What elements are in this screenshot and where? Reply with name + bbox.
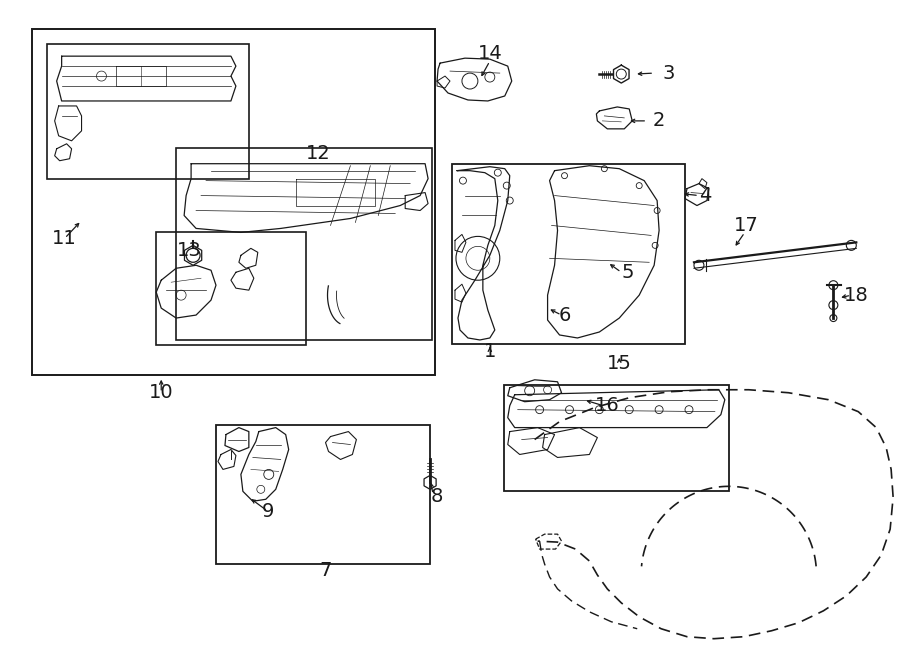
Text: 5: 5: [621, 262, 634, 282]
Text: 18: 18: [844, 286, 868, 305]
Bar: [32, 29, 435, 375]
Bar: [47, 44, 248, 178]
Text: 3: 3: [663, 63, 675, 83]
Bar: [157, 233, 306, 345]
Text: 9: 9: [262, 502, 274, 521]
Bar: [452, 164, 685, 344]
Bar: [504, 385, 729, 491]
Text: 14: 14: [478, 44, 502, 63]
Text: 17: 17: [734, 216, 759, 235]
Text: 6: 6: [558, 305, 571, 325]
Text: 1: 1: [483, 342, 496, 362]
Text: 16: 16: [595, 396, 620, 415]
Text: 8: 8: [431, 486, 443, 506]
Text: 15: 15: [607, 354, 632, 373]
Text: 10: 10: [148, 383, 174, 403]
Text: 11: 11: [52, 229, 77, 248]
Text: 2: 2: [652, 112, 665, 130]
Text: 4: 4: [698, 186, 711, 205]
Text: 13: 13: [176, 241, 202, 260]
Bar: [176, 148, 432, 340]
Text: 12: 12: [306, 144, 331, 163]
Text: 7: 7: [320, 561, 332, 580]
Bar: [216, 424, 430, 564]
